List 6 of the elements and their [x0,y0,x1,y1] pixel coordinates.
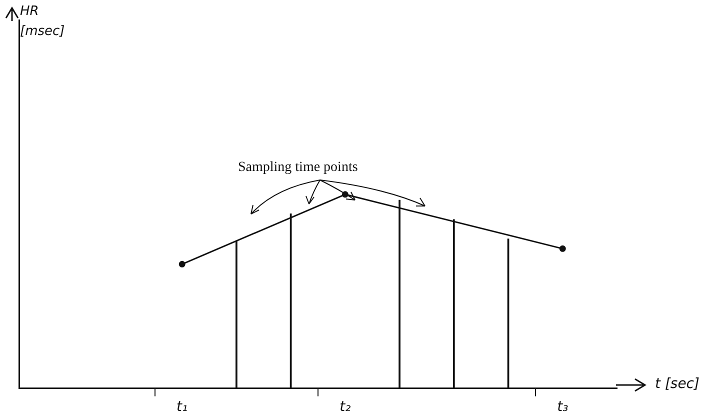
text: Sampling time points [238,160,358,176]
x-tick-label: t₂ [340,399,352,416]
x-axis-title: t [sec] [655,376,700,392]
text: HR [msec] [20,3,66,41]
x-tick-label: t₁ [176,399,188,416]
x-tick-label: t₃ [557,399,569,416]
